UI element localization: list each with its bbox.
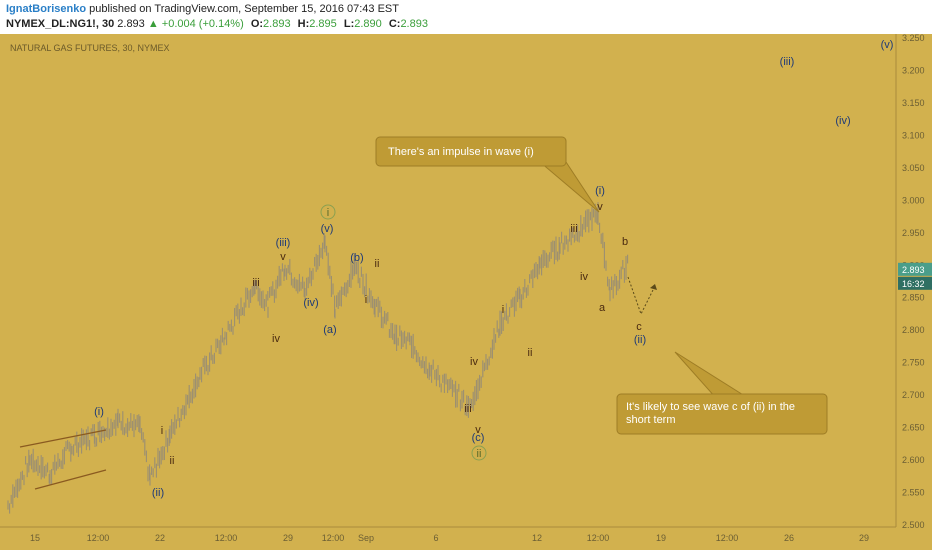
last-price: 2.893 bbox=[117, 18, 145, 30]
price-tick-label: 2.700 bbox=[902, 390, 925, 400]
wave-label: ii bbox=[375, 258, 380, 270]
wave-label: (ii) bbox=[634, 334, 646, 346]
publish-header: IgnatBorisenko published on TradingView.… bbox=[0, 0, 932, 34]
time-tick-label: 26 bbox=[784, 533, 794, 543]
price-tick-label: 2.800 bbox=[902, 325, 925, 335]
price-tick-label: 2.750 bbox=[902, 358, 925, 368]
wave-label: a bbox=[599, 302, 606, 314]
price-tick-label: 3.000 bbox=[902, 195, 925, 205]
wave-label: i bbox=[327, 207, 329, 219]
chart-background bbox=[0, 34, 932, 550]
time-tick-label: 12:00 bbox=[87, 533, 110, 543]
time-tick-label: 15 bbox=[30, 533, 40, 543]
wave-label: v bbox=[597, 201, 603, 213]
wave-label: (b) bbox=[350, 252, 363, 264]
wave-label: iii bbox=[570, 223, 577, 235]
price-tick-label: 3.150 bbox=[902, 98, 925, 108]
time-tick-label: 12:00 bbox=[587, 533, 610, 543]
wave-label: (v) bbox=[881, 39, 894, 51]
projection-arrowhead bbox=[650, 284, 657, 290]
symbol-name: NYMEX_DL:NG1!, 30 bbox=[6, 18, 115, 30]
time-tick-label: 12:00 bbox=[716, 533, 739, 543]
wave-label: (ii) bbox=[152, 487, 164, 499]
wave-label: c bbox=[636, 321, 642, 333]
current-price-tag bbox=[898, 262, 932, 276]
time-tick-label: 6 bbox=[433, 533, 438, 543]
author-link[interactable]: IgnatBorisenko bbox=[6, 3, 87, 15]
price-tick-label: 2.650 bbox=[902, 423, 925, 433]
open-value: 2.893 bbox=[263, 18, 291, 30]
chart-title: NATURAL GAS FUTURES, 30, NYMEX bbox=[10, 43, 170, 53]
wave-label: (c) bbox=[472, 432, 485, 444]
wave-label: iii bbox=[252, 277, 259, 289]
wave-label: (a) bbox=[323, 324, 336, 336]
channel-lower-line bbox=[34, 469, 107, 490]
price-tick-label: 2.600 bbox=[902, 455, 925, 465]
price-tick-label: 2.500 bbox=[902, 520, 925, 530]
time-tick-label: 19 bbox=[656, 533, 666, 543]
note-2-text: It's likely to see wave c of (ii) in the… bbox=[626, 401, 795, 426]
time-tick-label: 29 bbox=[283, 533, 293, 543]
close-value: 2.893 bbox=[400, 18, 428, 30]
time-tick-label: 12:00 bbox=[215, 533, 238, 543]
price-tick-label: 3.250 bbox=[902, 34, 925, 43]
wave-label-circle bbox=[471, 445, 487, 461]
current-price-label: 2.893 bbox=[902, 265, 925, 275]
low-value: 2.890 bbox=[354, 18, 382, 30]
time-tick-label: 22 bbox=[155, 533, 165, 543]
wave-label: (i) bbox=[595, 185, 605, 197]
price-tick-label: 2.850 bbox=[902, 293, 925, 303]
symbol-line: NYMEX_DL:NG1!, 30 2.893 ▲ +0.004 (+0.14%… bbox=[6, 18, 428, 30]
wave-label: v bbox=[280, 251, 286, 263]
wave-label: ii bbox=[170, 455, 175, 467]
price-tick-label: 3.200 bbox=[902, 65, 925, 75]
wave-label: (iii) bbox=[276, 237, 291, 249]
wave-label: iv bbox=[470, 356, 478, 368]
candles bbox=[7, 202, 629, 514]
projection-arrow bbox=[627, 276, 656, 316]
wave-label: i bbox=[161, 425, 163, 437]
wave-label: v bbox=[475, 424, 481, 436]
time-tick-label: 29 bbox=[859, 533, 869, 543]
price-tick-label: 2.950 bbox=[902, 228, 925, 238]
published-text: published on TradingView.com, September … bbox=[89, 3, 399, 15]
price-axis: 3.2503.2003.1503.1003.0503.0002.9502.900… bbox=[898, 34, 932, 530]
countdown-label: 16:32 bbox=[902, 279, 925, 289]
countdown-tag bbox=[898, 276, 932, 290]
wave-label: (iv) bbox=[303, 297, 318, 309]
wave-label: b bbox=[622, 236, 628, 248]
wave-label: ii bbox=[528, 347, 533, 359]
price-tick-label: 2.550 bbox=[902, 488, 925, 498]
open-label: O: bbox=[250, 18, 264, 30]
wave-label: iii bbox=[464, 403, 471, 415]
price-tick-label: 3.050 bbox=[902, 163, 925, 173]
price-change: ▲ +0.004 (+0.14%) bbox=[147, 18, 244, 30]
price-tick-label: 3.100 bbox=[902, 130, 925, 140]
high-value: 2.895 bbox=[309, 18, 337, 30]
publish-line: IgnatBorisenko published on TradingView.… bbox=[6, 3, 399, 15]
time-tick-label: 12:00 bbox=[322, 533, 345, 543]
wave-label: (iii) bbox=[780, 56, 795, 68]
price-chart[interactable]: NATURAL GAS FUTURES, 30, NYMEX 3.250 3.20… bbox=[0, 34, 932, 550]
wave-label: iv bbox=[272, 333, 280, 345]
wave-label: (v) bbox=[321, 223, 334, 235]
low-label: L: bbox=[343, 18, 355, 30]
note-2-box bbox=[616, 393, 828, 435]
wave-label: i bbox=[365, 294, 367, 306]
wave-label: i bbox=[502, 304, 504, 316]
note-1-box bbox=[375, 136, 567, 167]
time-axis: 15 12:00 22 12:00 29 12:00 Sep 6 12 12:00 19 12:00 2… bbox=[0, 526, 896, 543]
wave-label: (i) bbox=[94, 406, 104, 418]
wave-label: iv bbox=[580, 271, 588, 283]
note-1-text: There's an impulse in wave (i) bbox=[388, 146, 534, 158]
time-tick-label: Sep bbox=[358, 533, 374, 543]
high-label: H: bbox=[297, 18, 310, 30]
close-label: C: bbox=[388, 18, 401, 30]
channel-upper-line bbox=[19, 429, 107, 448]
wave-label: ii bbox=[477, 448, 482, 460]
wave-label: (iv) bbox=[835, 115, 850, 127]
time-tick-label: 12 bbox=[532, 533, 542, 543]
wave-label-circle bbox=[320, 204, 336, 220]
